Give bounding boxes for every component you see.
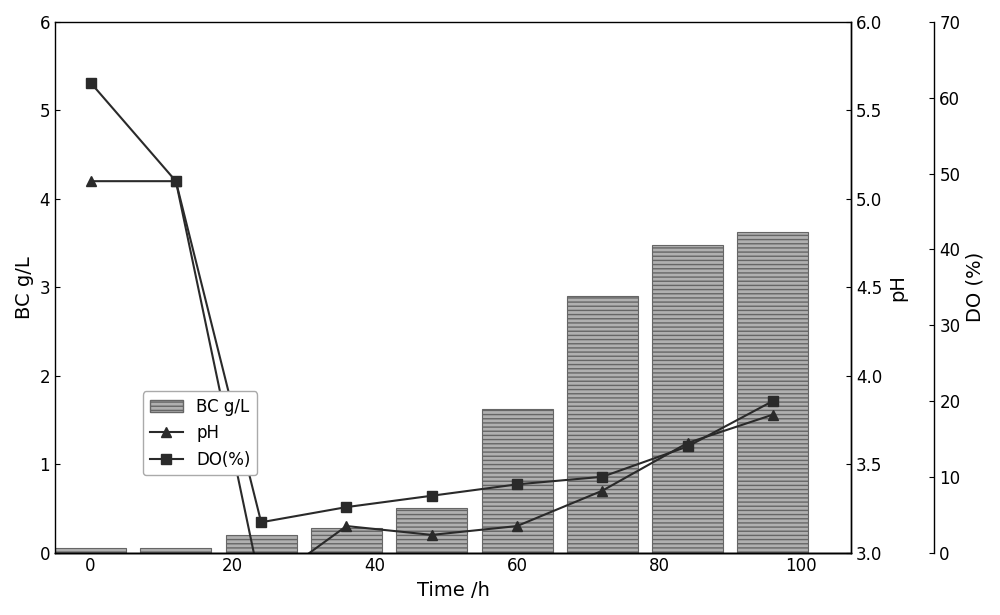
Y-axis label: pH: pH <box>888 274 907 301</box>
Bar <box>567 296 638 553</box>
Bar <box>737 232 808 553</box>
Bar <box>311 528 382 553</box>
Bar <box>482 410 553 553</box>
Legend: BC g/L, pH, DO(%): BC g/L, pH, DO(%) <box>143 391 257 475</box>
Bar <box>652 245 723 553</box>
Bar <box>226 535 297 553</box>
Bar <box>55 548 126 553</box>
Y-axis label: BC g/L: BC g/L <box>15 256 34 319</box>
Bar <box>396 509 467 553</box>
X-axis label: Time /h: Time /h <box>417 581 490 600</box>
Y-axis label: DO (%): DO (%) <box>966 252 985 322</box>
Bar <box>140 548 211 553</box>
